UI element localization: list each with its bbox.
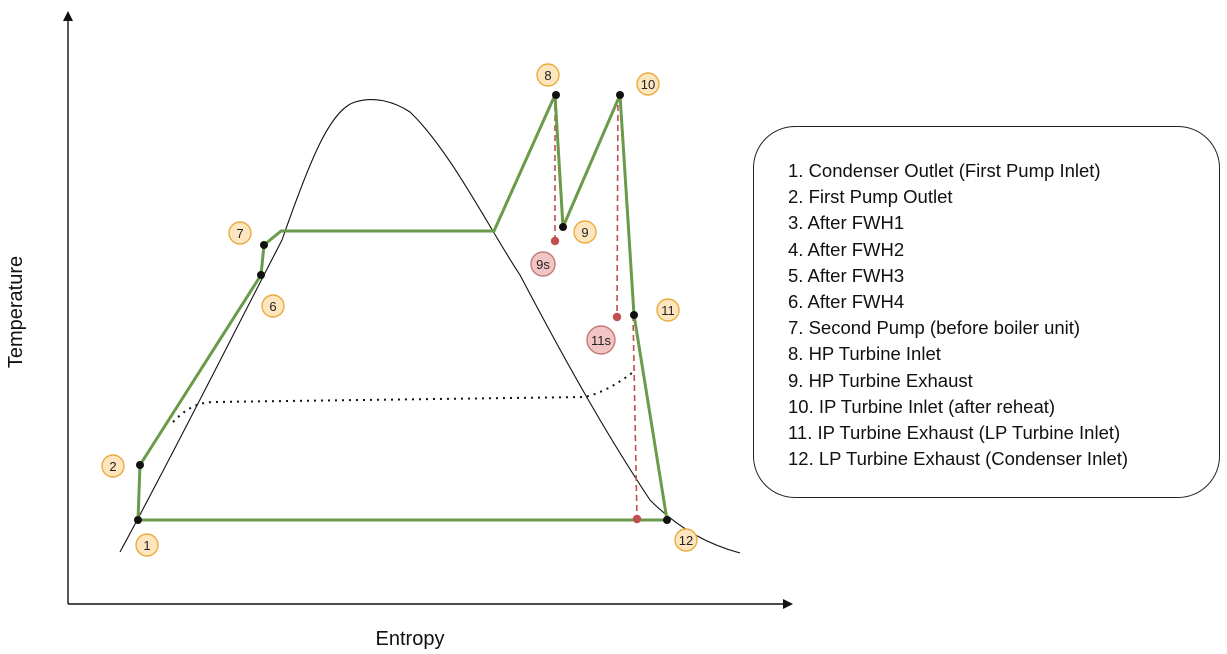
legend-list: 1. Condenser Outlet (First Pump Inlet) 2… bbox=[788, 158, 1128, 472]
legend-item: 7. Second Pump (before boiler unit) bbox=[788, 317, 1081, 339]
rankine-cycle-path bbox=[136, 93, 669, 522]
state-point-7 bbox=[260, 241, 268, 249]
saturation-dome bbox=[119, 99, 741, 554]
legend-item: 2. First Pump Outlet bbox=[788, 186, 953, 208]
legend-item: 5. After FWH3 bbox=[788, 264, 905, 286]
svg-text:8: 8 bbox=[544, 68, 551, 83]
state-point-6 bbox=[257, 271, 265, 279]
legend-box bbox=[753, 126, 1220, 498]
state-point-11 bbox=[630, 311, 638, 319]
svg-text:12: 12 bbox=[679, 533, 693, 548]
state-point-8 bbox=[552, 91, 560, 99]
legend-item: 6. After FWH4 bbox=[788, 291, 905, 313]
isentropic-badge-11s: 11s bbox=[586, 325, 616, 355]
svg-text:10: 10 bbox=[641, 77, 655, 92]
state-point-2 bbox=[136, 461, 144, 469]
svg-text:9: 9 bbox=[581, 225, 588, 240]
isentropic-point-12s bbox=[632, 514, 642, 524]
isentropic-point-11s bbox=[612, 312, 622, 322]
legend-item: 8. HP Turbine Inlet bbox=[788, 343, 941, 365]
state-badge-8: 8 bbox=[536, 63, 560, 87]
legend-item: 4. After FWH2 bbox=[788, 238, 905, 260]
state-badge-1: 1 bbox=[135, 533, 159, 557]
svg-text:6: 6 bbox=[269, 299, 276, 314]
svg-text:11: 11 bbox=[661, 303, 675, 318]
state-badge-11: 11 bbox=[656, 298, 680, 322]
svg-text:1: 1 bbox=[143, 538, 150, 553]
dotted-pressure-line bbox=[172, 369, 637, 423]
state-badge-6: 6 bbox=[261, 294, 285, 318]
svg-text:9s: 9s bbox=[536, 257, 550, 272]
state-badge-12: 12 bbox=[674, 528, 698, 552]
isentropic-badge-9s: 9s bbox=[530, 251, 556, 277]
legend-item: 9. HP Turbine Exhaust bbox=[788, 369, 973, 391]
legend-item: 1. Condenser Outlet (First Pump Inlet) bbox=[788, 160, 1101, 181]
svg-text:2: 2 bbox=[109, 459, 116, 474]
state-badge-7: 7 bbox=[228, 221, 252, 245]
legend-item: 11. IP Turbine Exhaust (LP Turbine Inlet… bbox=[788, 422, 1121, 444]
isentropic-line-12s bbox=[632, 314, 638, 520]
state-point-9 bbox=[559, 223, 567, 231]
legend-item: 10. IP Turbine Inlet (after reheat) bbox=[788, 395, 1056, 417]
isentropic-point-9s bbox=[550, 236, 560, 246]
state-point-1 bbox=[134, 516, 142, 524]
state-badge-9: 9 bbox=[573, 220, 597, 244]
state-badge-2: 2 bbox=[101, 454, 125, 478]
legend-item: 12. LP Turbine Exhaust (Condenser Inlet) bbox=[788, 448, 1129, 470]
svg-text:7: 7 bbox=[236, 226, 243, 241]
state-point-10 bbox=[616, 91, 624, 99]
svg-text:11s: 11s bbox=[591, 333, 611, 348]
state-point-12 bbox=[663, 516, 671, 524]
isentropic-line-11s bbox=[616, 94, 619, 318]
x-axis-label: Entropy bbox=[376, 628, 445, 650]
state-badge-10: 10 bbox=[636, 72, 660, 96]
y-axis-label: Temperature bbox=[5, 256, 27, 368]
legend-item: 3. After FWH1 bbox=[788, 212, 905, 234]
